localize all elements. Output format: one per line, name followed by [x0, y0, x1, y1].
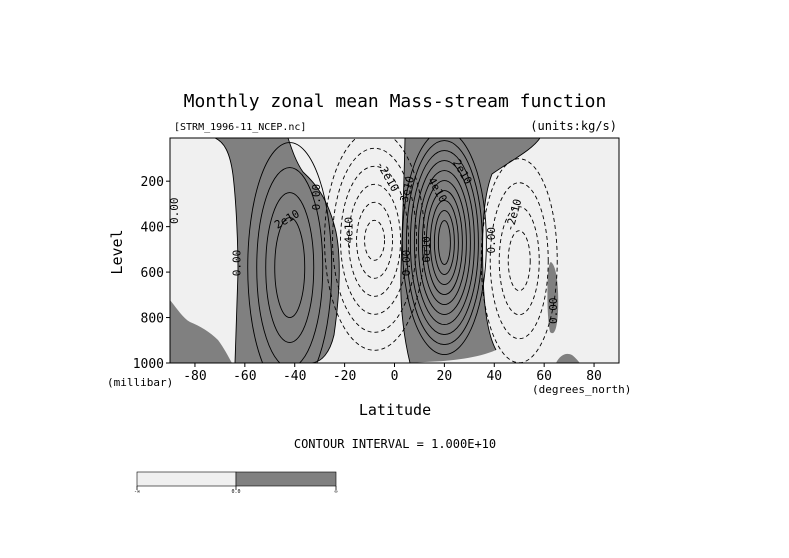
positive-region-southern-polar: [170, 300, 232, 363]
northern-hemisphere-hadley-cell-contour: [425, 190, 463, 295]
positive-region-northern-midlatitude-blob: [547, 262, 559, 334]
x-axis-label: Latitude: [359, 401, 431, 419]
x-tick-label: 80: [586, 369, 602, 384]
zero-contour-line: [214, 138, 239, 363]
southern-hemisphere-hadley-cell-contour: [364, 219, 385, 261]
northern-hemisphere-hadley-cell-contour: [409, 150, 479, 335]
x-tick-label: 40: [486, 369, 502, 384]
southern-hemisphere-hadley-cell-contour: [324, 138, 425, 351]
southern-hemisphere-hadley-cell-contour: [356, 201, 393, 279]
colorbar-label-min: -∞: [134, 489, 140, 495]
northern-hemisphere-hadley-cell-contour: [413, 160, 475, 325]
northern-hemisphere-hadley-cell-contour: [401, 138, 487, 355]
chart-title: Monthly zonal mean Mass-stream function: [184, 91, 607, 112]
colorbar-positive-swatch: [235, 471, 337, 487]
southern-hemisphere-ferrel-cell-contour: [256, 167, 324, 363]
northern-hemisphere-hadley-cell-contour: [437, 220, 451, 265]
contour-value-label: 0.00: [168, 197, 181, 224]
x-tick-label: -60: [233, 369, 256, 384]
southern-hemisphere-ferrel-cell-contour: [274, 217, 306, 318]
x-tick-label: 60: [536, 369, 552, 384]
contour-value-label: 0.00: [230, 250, 243, 277]
y-tick-label: 600: [141, 266, 164, 281]
southern-hemisphere-hadley-cell-contour: [340, 165, 409, 315]
colorbar-label-zero: 0.0: [231, 489, 240, 495]
positive-region-southern-subtropics: [170, 138, 340, 363]
northern-hemisphere-ferrel-cell-contour: [507, 230, 531, 292]
chart-subtitle-file: [STRM_1996-11_NCEP.nc]: [174, 122, 306, 133]
contour-value-label: 0.00: [400, 250, 413, 277]
y-tick-label: 1000: [133, 357, 164, 372]
southern-hemisphere-hadley-cell-contour: [348, 183, 401, 297]
northern-hemisphere-ferrel-cell-contour: [498, 206, 540, 316]
x-axis: -80 -60 -40 -20 0 20 40 60 80: [183, 363, 602, 384]
y-axis-label: Level: [108, 229, 126, 274]
zero-contour-line: [482, 138, 541, 351]
contour-lines: [214, 138, 558, 363]
southern-hemisphere-ferrel-cell-contour: [265, 192, 315, 343]
y-tick-label: 200: [141, 175, 164, 190]
y-tick-label: 800: [141, 312, 164, 327]
y-tick-label: 400: [141, 221, 164, 236]
zero-contour-line: [400, 138, 411, 363]
southern-hemisphere-hadley-cell-contour: [332, 147, 417, 333]
northern-hemisphere-ferrel-cell-contour: [489, 182, 549, 340]
northern-hemisphere-hadley-cell-contour: [429, 200, 459, 285]
colorbar: -∞ 0.0 ∞: [134, 471, 338, 495]
contour-value-label: 6e10: [420, 236, 433, 263]
plot-area: 2e100.000.000.00-4e10-2e10-3e100.006e104…: [168, 138, 619, 363]
northern-hemisphere-hadley-cell-contour: [421, 180, 467, 305]
contour-interval-note: CONTOUR INTERVAL = 1.000E+10: [294, 437, 496, 451]
contour-value-label: -4e10: [343, 217, 356, 250]
y-axis-unit: (millibar): [107, 376, 173, 389]
positive-region-northern-surface: [556, 353, 580, 363]
x-tick-label: -80: [183, 369, 206, 384]
zero-contour-line: [287, 138, 340, 363]
contour-value-label: 0.00: [547, 297, 560, 324]
colorbar-negative-swatch: [136, 471, 237, 487]
northern-hemisphere-hadley-cell-contour: [433, 210, 455, 275]
colorbar-label-max: ∞: [334, 489, 337, 495]
northern-hemisphere-hadley-cell-contour: [417, 170, 471, 315]
x-axis-unit: (degrees_north): [532, 383, 631, 396]
x-tick-label: 20: [437, 369, 453, 384]
x-tick-label: -40: [283, 369, 306, 384]
y-axis: 200 400 600 800 1000: [133, 175, 170, 372]
chart-subtitle-units: (units:kg/s): [530, 119, 617, 133]
contour-value-label: 0.00: [310, 184, 323, 211]
x-tick-label: 0: [391, 369, 399, 384]
x-tick-label: -20: [333, 369, 356, 384]
contour-value-label: 0.00: [485, 227, 498, 254]
